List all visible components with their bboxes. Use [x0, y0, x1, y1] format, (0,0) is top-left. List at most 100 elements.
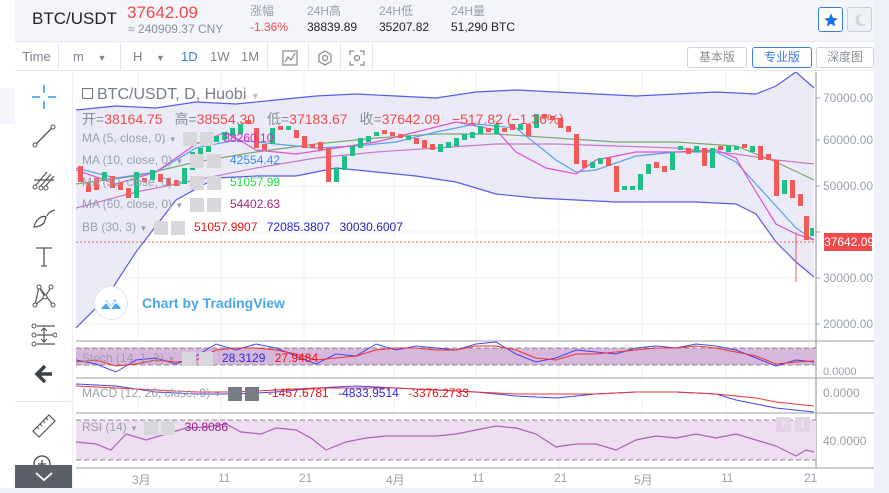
- x-axis-label: 11: [472, 471, 485, 485]
- legend-macd[interactable]: MACD (12, 26, close, 9) ▼ -1457.6781 -48…: [82, 386, 469, 401]
- legend-ma10[interactable]: MA (10, close, 0) ▼ 42554.42: [82, 153, 281, 168]
- view-depth-button[interactable]: 深度图: [816, 47, 874, 68]
- favorite-button[interactable]: [818, 7, 843, 32]
- tradingview-logo-icon: [100, 299, 122, 310]
- text-tool[interactable]: [29, 242, 59, 272]
- tradingview-watermark[interactable]: Chart by TradingView: [94, 286, 285, 320]
- current-price-badge: 37642.09: [824, 233, 875, 251]
- trend-line-icon: [32, 124, 56, 148]
- gear-icon[interactable]: [189, 153, 204, 168]
- chart-toolbar: Time m ▼ H ▼ 1D 1W 1M 基本版 专业版 深度图: [15, 43, 874, 71]
- hour-select[interactable]: H ▼: [133, 49, 165, 64]
- legend-stoch[interactable]: Stoch (14, 1, 3) ▼ 28.3129 27.9484: [82, 351, 319, 366]
- indicator-settings-button[interactable]: [309, 43, 341, 71]
- x-axis-label: 11: [721, 471, 734, 485]
- x-axis-label: 21: [804, 471, 818, 485]
- star-icon: [823, 12, 838, 26]
- stoch-axis-label: 0.0000: [823, 366, 857, 378]
- stat-24h-high: 24H高 38839.89: [307, 4, 358, 34]
- close-icon[interactable]: [199, 131, 214, 146]
- legend-ma5[interactable]: MA (5, close, 0) ▼ 38260.10: [82, 131, 274, 146]
- last-price: 37642.09: [127, 3, 198, 22]
- pitchfork-icon: [32, 171, 55, 191]
- close-icon[interactable]: [206, 153, 221, 168]
- gear-icon[interactable]: [182, 131, 197, 146]
- chevron-down-icon: ▼: [250, 91, 260, 101]
- stat-change: 涨幅 -1.36%: [250, 4, 289, 34]
- trading-app: BTC/USDT 37642.09 ≈ 240909.37 CNY 涨幅 -1.…: [15, 0, 874, 488]
- chart-canvas[interactable]: [76, 72, 874, 488]
- gear-icon[interactable]: [144, 420, 159, 435]
- x-axis-label: 4月: [386, 473, 405, 487]
- brush-icon: [33, 209, 56, 228]
- ticker-header: BTC/USDT 37642.09 ≈ 240909.37 CNY 涨幅 -1.…: [15, 0, 874, 42]
- crosshair-icon: [32, 85, 56, 109]
- interval-1w[interactable]: 1W: [210, 49, 230, 64]
- close-icon[interactable]: [206, 197, 221, 212]
- y-axis-label: 60000.00: [823, 133, 874, 147]
- rsi-axis-label: 40.0000: [823, 434, 867, 448]
- chevron-down-icon: ▼: [156, 53, 165, 63]
- back-arrow-icon: [34, 364, 52, 384]
- y-axis-label: 70000.00: [823, 91, 874, 105]
- back-button[interactable]: [29, 359, 59, 389]
- moon-icon: [855, 13, 866, 26]
- pattern-tool[interactable]: [29, 281, 59, 311]
- close-icon[interactable]: [198, 351, 213, 366]
- chevron-down-icon: [35, 472, 53, 482]
- ohlc-values: 开=38164.75 高=38554.30 低=37183.67 收=37642…: [82, 111, 565, 127]
- x-axis-label: 3月: [132, 473, 151, 487]
- close-icon[interactable]: [161, 420, 176, 435]
- close-icon[interactable]: [244, 386, 259, 401]
- pattern-icon: [32, 284, 56, 308]
- crosshair-tool[interactable]: [29, 82, 59, 112]
- toolbar-divider: [15, 401, 71, 402]
- interval-1m[interactable]: 1M: [241, 43, 269, 71]
- legend-ma30[interactable]: MA (30, close, 0) ▼ 51057.99: [82, 175, 281, 190]
- pitchfork-tool[interactable]: [29, 164, 59, 194]
- theme-toggle-button[interactable]: [847, 7, 872, 32]
- chevron-down-icon: ▼: [97, 53, 107, 63]
- pair-name: BTC/USDT: [32, 9, 117, 28]
- x-axis-label: 5月: [634, 473, 653, 487]
- y-axis-label: 30000.00: [823, 271, 874, 285]
- interval-1d[interactable]: 1D: [181, 49, 198, 64]
- minute-select[interactable]: m ▼: [59, 43, 121, 71]
- left-page-strip: [0, 0, 15, 488]
- legend-ma60[interactable]: MA (60, close, 0) ▼ 54402.63: [82, 197, 281, 212]
- cny-equivalent: ≈ 240909.37 CNY: [128, 22, 224, 36]
- view-basic-button[interactable]: 基本版: [687, 47, 747, 68]
- x-axis-label: 21: [299, 471, 313, 485]
- time-button[interactable]: Time: [15, 43, 59, 71]
- line-chart-icon: [282, 49, 298, 66]
- y-axis-label: 20000.00: [823, 317, 874, 331]
- legend-bb[interactable]: BB (30, 3) ▼ 51057.9907 72085.3807 30030…: [82, 220, 403, 235]
- screenshot-icon: [348, 49, 365, 66]
- stat-24h-low: 24H低 35207.82: [379, 4, 430, 34]
- pane-maximize-button[interactable]: ↑: [776, 417, 791, 432]
- pane-resize-button[interactable]: ↕: [795, 417, 810, 432]
- gear-icon[interactable]: [189, 197, 204, 212]
- drawing-toolbar: [15, 72, 73, 488]
- trend-line-tool[interactable]: [29, 121, 59, 151]
- close-icon[interactable]: [206, 175, 221, 190]
- chart-area[interactable]: BTC/USDT, D, Huobi ▼ 开=38164.75 高=38554.…: [76, 72, 874, 488]
- gear-icon[interactable]: [189, 175, 204, 190]
- fullscreen-button[interactable]: [341, 43, 373, 71]
- measure-levels-tool[interactable]: [29, 320, 59, 350]
- expand-toolbar-button[interactable]: [15, 465, 72, 488]
- chart-type-button[interactable]: [272, 43, 309, 71]
- gear-icon[interactable]: [181, 351, 196, 366]
- gear-icon[interactable]: [153, 220, 168, 235]
- view-pro-button[interactable]: 专业版: [752, 47, 812, 68]
- ruler-icon: [32, 414, 56, 438]
- measure-levels-icon: [31, 323, 57, 347]
- collapse-icon[interactable]: [82, 88, 93, 99]
- brush-tool[interactable]: [29, 203, 59, 233]
- right-page-strip: [874, 0, 889, 488]
- ruler-tool[interactable]: [29, 411, 59, 441]
- chart-title[interactable]: BTC/USDT, D, Huobi ▼: [82, 86, 260, 104]
- gear-icon[interactable]: [227, 386, 242, 401]
- legend-rsi[interactable]: RSI (14) ▼ 30.8086: [82, 420, 229, 435]
- close-icon[interactable]: [170, 220, 185, 235]
